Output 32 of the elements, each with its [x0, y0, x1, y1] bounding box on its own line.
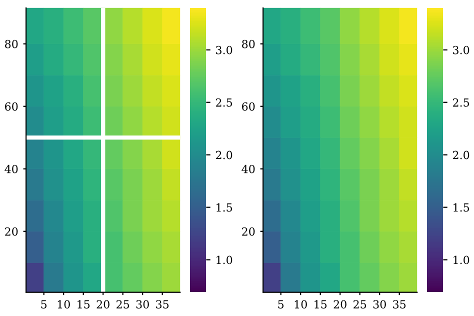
- y-tick-label: 60: [5, 102, 18, 111]
- x-tick-label: 20: [334, 300, 346, 309]
- y-tick-label: 80: [5, 40, 18, 48]
- color-bar-label: 1.0: [454, 256, 470, 264]
- x-tick-label: 35: [393, 300, 406, 309]
- x-tick-label: 10: [58, 300, 70, 309]
- color-bar-label: 2.5: [216, 98, 232, 107]
- x-tick-label: 15: [314, 300, 327, 309]
- y-tick-label: 40: [4, 164, 18, 174]
- color-bar-label: 3.0: [216, 46, 232, 54]
- x-tick-label: 10: [294, 300, 307, 309]
- x-tick-label: 5: [278, 300, 284, 309]
- color-bar-label: 2.5: [452, 98, 470, 107]
- x-tick-label: 15: [78, 300, 90, 309]
- color-bar-label: 2.0: [216, 150, 232, 160]
- color-bar-label: 1.5: [216, 203, 232, 212]
- x-tick-label: 25: [354, 300, 366, 309]
- x-tick-label: 5: [41, 300, 47, 309]
- x-tick-label: 20: [96, 300, 110, 309]
- color-bar-label: 3.0: [453, 46, 470, 54]
- y-tick-label: 80: [242, 40, 255, 48]
- x-tick-label: 30: [373, 300, 386, 309]
- color-bar-label: 2.0: [452, 150, 470, 160]
- y-tick-label: 20: [5, 227, 18, 236]
- y-tick-label: 40: [242, 164, 255, 174]
- color-bar-label: 1.5: [454, 203, 470, 212]
- color-bar-label: 1.0: [216, 256, 232, 264]
- y-tick-label: 60: [242, 102, 255, 111]
- x-tick-label: 30: [136, 300, 149, 309]
- x-tick-label: 25: [116, 300, 130, 309]
- x-tick-label: 35: [156, 300, 169, 309]
- y-tick-label: 20: [242, 227, 255, 236]
